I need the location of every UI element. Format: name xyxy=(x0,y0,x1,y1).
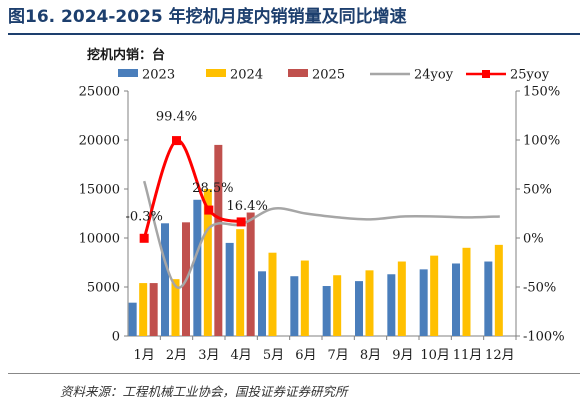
right-tick-label: -50% xyxy=(523,281,556,296)
x-tick-label: 6月 xyxy=(295,348,316,363)
left-tick-label: 25000 xyxy=(79,85,120,100)
legend-swatch-2023 xyxy=(118,69,138,77)
legend-label-2023: 2023 xyxy=(142,68,175,83)
x-tick-label: 2月 xyxy=(166,348,187,363)
bar-2023 xyxy=(193,199,202,336)
bar-2023 xyxy=(161,223,169,336)
bar-2023 xyxy=(225,242,234,336)
legend-label-24yoy: 24yoy xyxy=(414,68,454,83)
x-tick-label: 9月 xyxy=(392,348,413,363)
bar-2023 xyxy=(484,261,493,336)
x-tick-label: 10月 xyxy=(420,348,450,363)
title-rule xyxy=(8,33,580,35)
bar-2025 xyxy=(149,283,158,336)
bar-2025 xyxy=(246,212,255,336)
chart-lines xyxy=(139,136,500,289)
data-label: 16.4% xyxy=(227,199,268,214)
x-tick-label: 3月 xyxy=(198,348,219,363)
bar-2024 xyxy=(494,244,503,336)
bar-2024 xyxy=(171,279,180,336)
x-tick-label: 12月 xyxy=(485,348,515,363)
bar-2024 xyxy=(268,252,277,336)
right-tick-label: 0% xyxy=(523,232,544,247)
bar-2024 xyxy=(203,189,212,336)
legend-swatch-2025 xyxy=(288,69,308,77)
bar-2024 xyxy=(430,255,439,336)
chart-axes: 0 5000 10000 15000 20000 25000 -100% -50% 0% 50% 1… xyxy=(79,85,565,364)
bar-2024 xyxy=(397,261,406,336)
left-tick-label: 10000 xyxy=(79,232,120,247)
bar-2024 xyxy=(139,283,148,336)
bar-2023 xyxy=(355,281,363,336)
bar-2023 xyxy=(258,271,266,336)
bar-2024 xyxy=(333,275,342,336)
line-25yoy xyxy=(142,139,242,239)
chart-bars xyxy=(128,144,503,336)
point-25yoy xyxy=(204,205,214,215)
point-25yoy xyxy=(236,217,246,227)
left-tick-label: 5000 xyxy=(87,281,120,296)
x-tick-label: 7月 xyxy=(328,348,349,363)
figure-title-text: 2024-2025 年挖机月度内销销量及同比增速 xyxy=(61,7,407,27)
bar-2023 xyxy=(419,269,428,336)
x-tick-label: 11月 xyxy=(453,348,483,363)
x-tick-label: 8月 xyxy=(360,348,381,363)
right-tick-label: -100% xyxy=(523,330,565,345)
bar-2025 xyxy=(214,144,223,336)
point-25yoy xyxy=(172,136,181,146)
bar-2023 xyxy=(322,286,331,336)
legend-marker-25yoy xyxy=(482,70,490,78)
source-note: 资料来源：工程机械工业协会，国投证券证券研究所 xyxy=(60,384,348,399)
legend-label-2025: 2025 xyxy=(312,68,345,83)
x-tick-label: 1月 xyxy=(134,348,155,363)
bar-2023 xyxy=(290,276,299,336)
chart-labels: -0.3% 99.4% 28.5% 16.4% xyxy=(125,110,267,225)
chart-legend: 2023 2024 2025 24yoy 25yoy xyxy=(118,68,550,83)
right-tick-label: 100% xyxy=(523,134,560,149)
bar-2023 xyxy=(128,302,137,336)
x-tick-label: 4月 xyxy=(231,348,252,363)
bar-2023 xyxy=(387,274,396,336)
data-label: 99.4% xyxy=(156,110,197,125)
left-tick-label: 15000 xyxy=(79,183,120,198)
bar-2024 xyxy=(462,247,471,336)
x-tick-label: 5月 xyxy=(263,348,284,363)
bar-2023 xyxy=(452,263,460,336)
left-tick-label: 0 xyxy=(112,330,120,345)
point-25yoy xyxy=(139,233,149,243)
figure-title: 图16. 2024-2025 年挖机月度内销销量及同比增速 xyxy=(8,4,580,30)
data-label: 28.5% xyxy=(192,181,233,196)
bar-2024 xyxy=(365,270,374,336)
source-rule xyxy=(8,373,580,374)
right-tick-label: 150% xyxy=(523,85,560,100)
chart: 0 5000 10000 15000 20000 25000 -100% -50% 0% 50% 1… xyxy=(79,68,565,364)
left-tick-label: 20000 xyxy=(79,134,120,149)
data-label: -0.3% xyxy=(125,209,162,224)
unit-note: 挖机内销：台 xyxy=(87,48,166,63)
figure-label: 图16. xyxy=(8,7,56,27)
bar-2024 xyxy=(300,260,309,336)
right-tick-label: 50% xyxy=(523,183,552,198)
line-24yoy xyxy=(142,180,500,289)
legend-label-25yoy: 25yoy xyxy=(510,68,550,83)
legend-label-2024: 2024 xyxy=(230,68,263,83)
legend-swatch-2024 xyxy=(206,69,226,77)
bar-2024 xyxy=(236,229,245,336)
